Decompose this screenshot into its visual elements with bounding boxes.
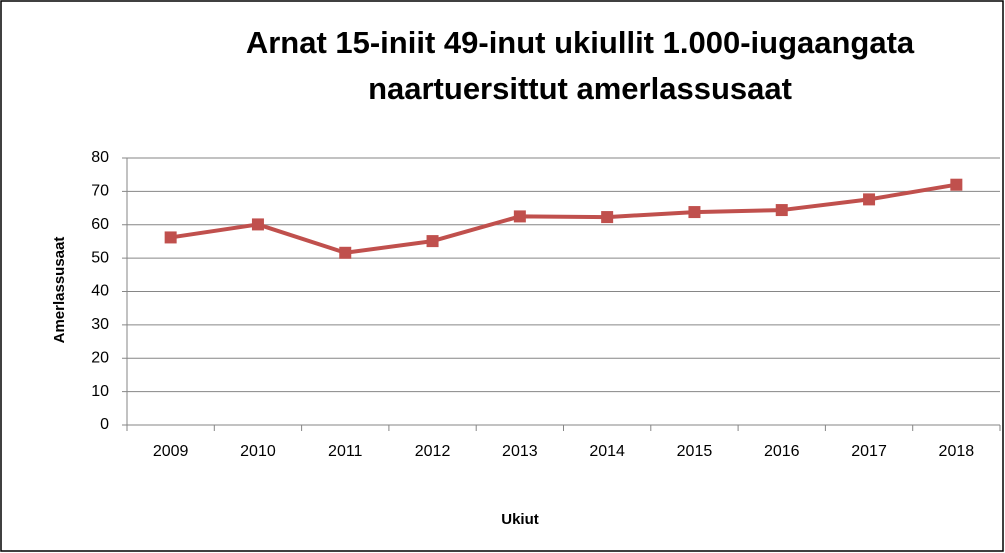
- data-point: [426, 235, 439, 248]
- x-tick-label: 2013: [502, 443, 538, 460]
- x-tick-label: 2011: [328, 443, 363, 460]
- chart-title: Arnat 15-iniit 49-inut ukiullit 1.000-iu…: [245, 25, 915, 106]
- x-tick-label: 2009: [153, 443, 189, 460]
- data-point: [339, 246, 352, 259]
- x-tick-label: 2018: [939, 443, 975, 460]
- data-point: [863, 193, 876, 206]
- data-point: [775, 204, 788, 217]
- y-tick-label: 60: [91, 216, 109, 233]
- y-tick-label: 80: [91, 149, 109, 166]
- x-axis-label: Ukiut: [501, 511, 539, 528]
- data-point: [601, 211, 614, 224]
- x-tick-label: 2012: [415, 443, 451, 460]
- data-point: [950, 178, 963, 191]
- data-point: [164, 231, 177, 244]
- data-line: [170, 182, 957, 255]
- y-axis-label: Amerlassusaat: [51, 237, 68, 344]
- y-tick-label: 20: [91, 349, 109, 366]
- data-point: [513, 210, 526, 223]
- y-tick-label: 70: [91, 183, 109, 200]
- x-tick-label: 2017: [851, 443, 887, 460]
- x-tick-label: 2010: [240, 443, 276, 460]
- x-tick-label: 2014: [589, 443, 625, 460]
- y-tick-label: 30: [91, 316, 109, 333]
- y-tick-label: 50: [91, 249, 109, 266]
- y-tick-label: 10: [91, 383, 109, 400]
- data-point: [688, 206, 701, 219]
- y-tick-label: 40: [91, 283, 109, 300]
- x-tick-label: 2015: [677, 443, 713, 460]
- x-tick-label: 2016: [764, 443, 800, 460]
- y-tick-label: 0: [100, 416, 109, 433]
- data-point: [251, 218, 264, 231]
